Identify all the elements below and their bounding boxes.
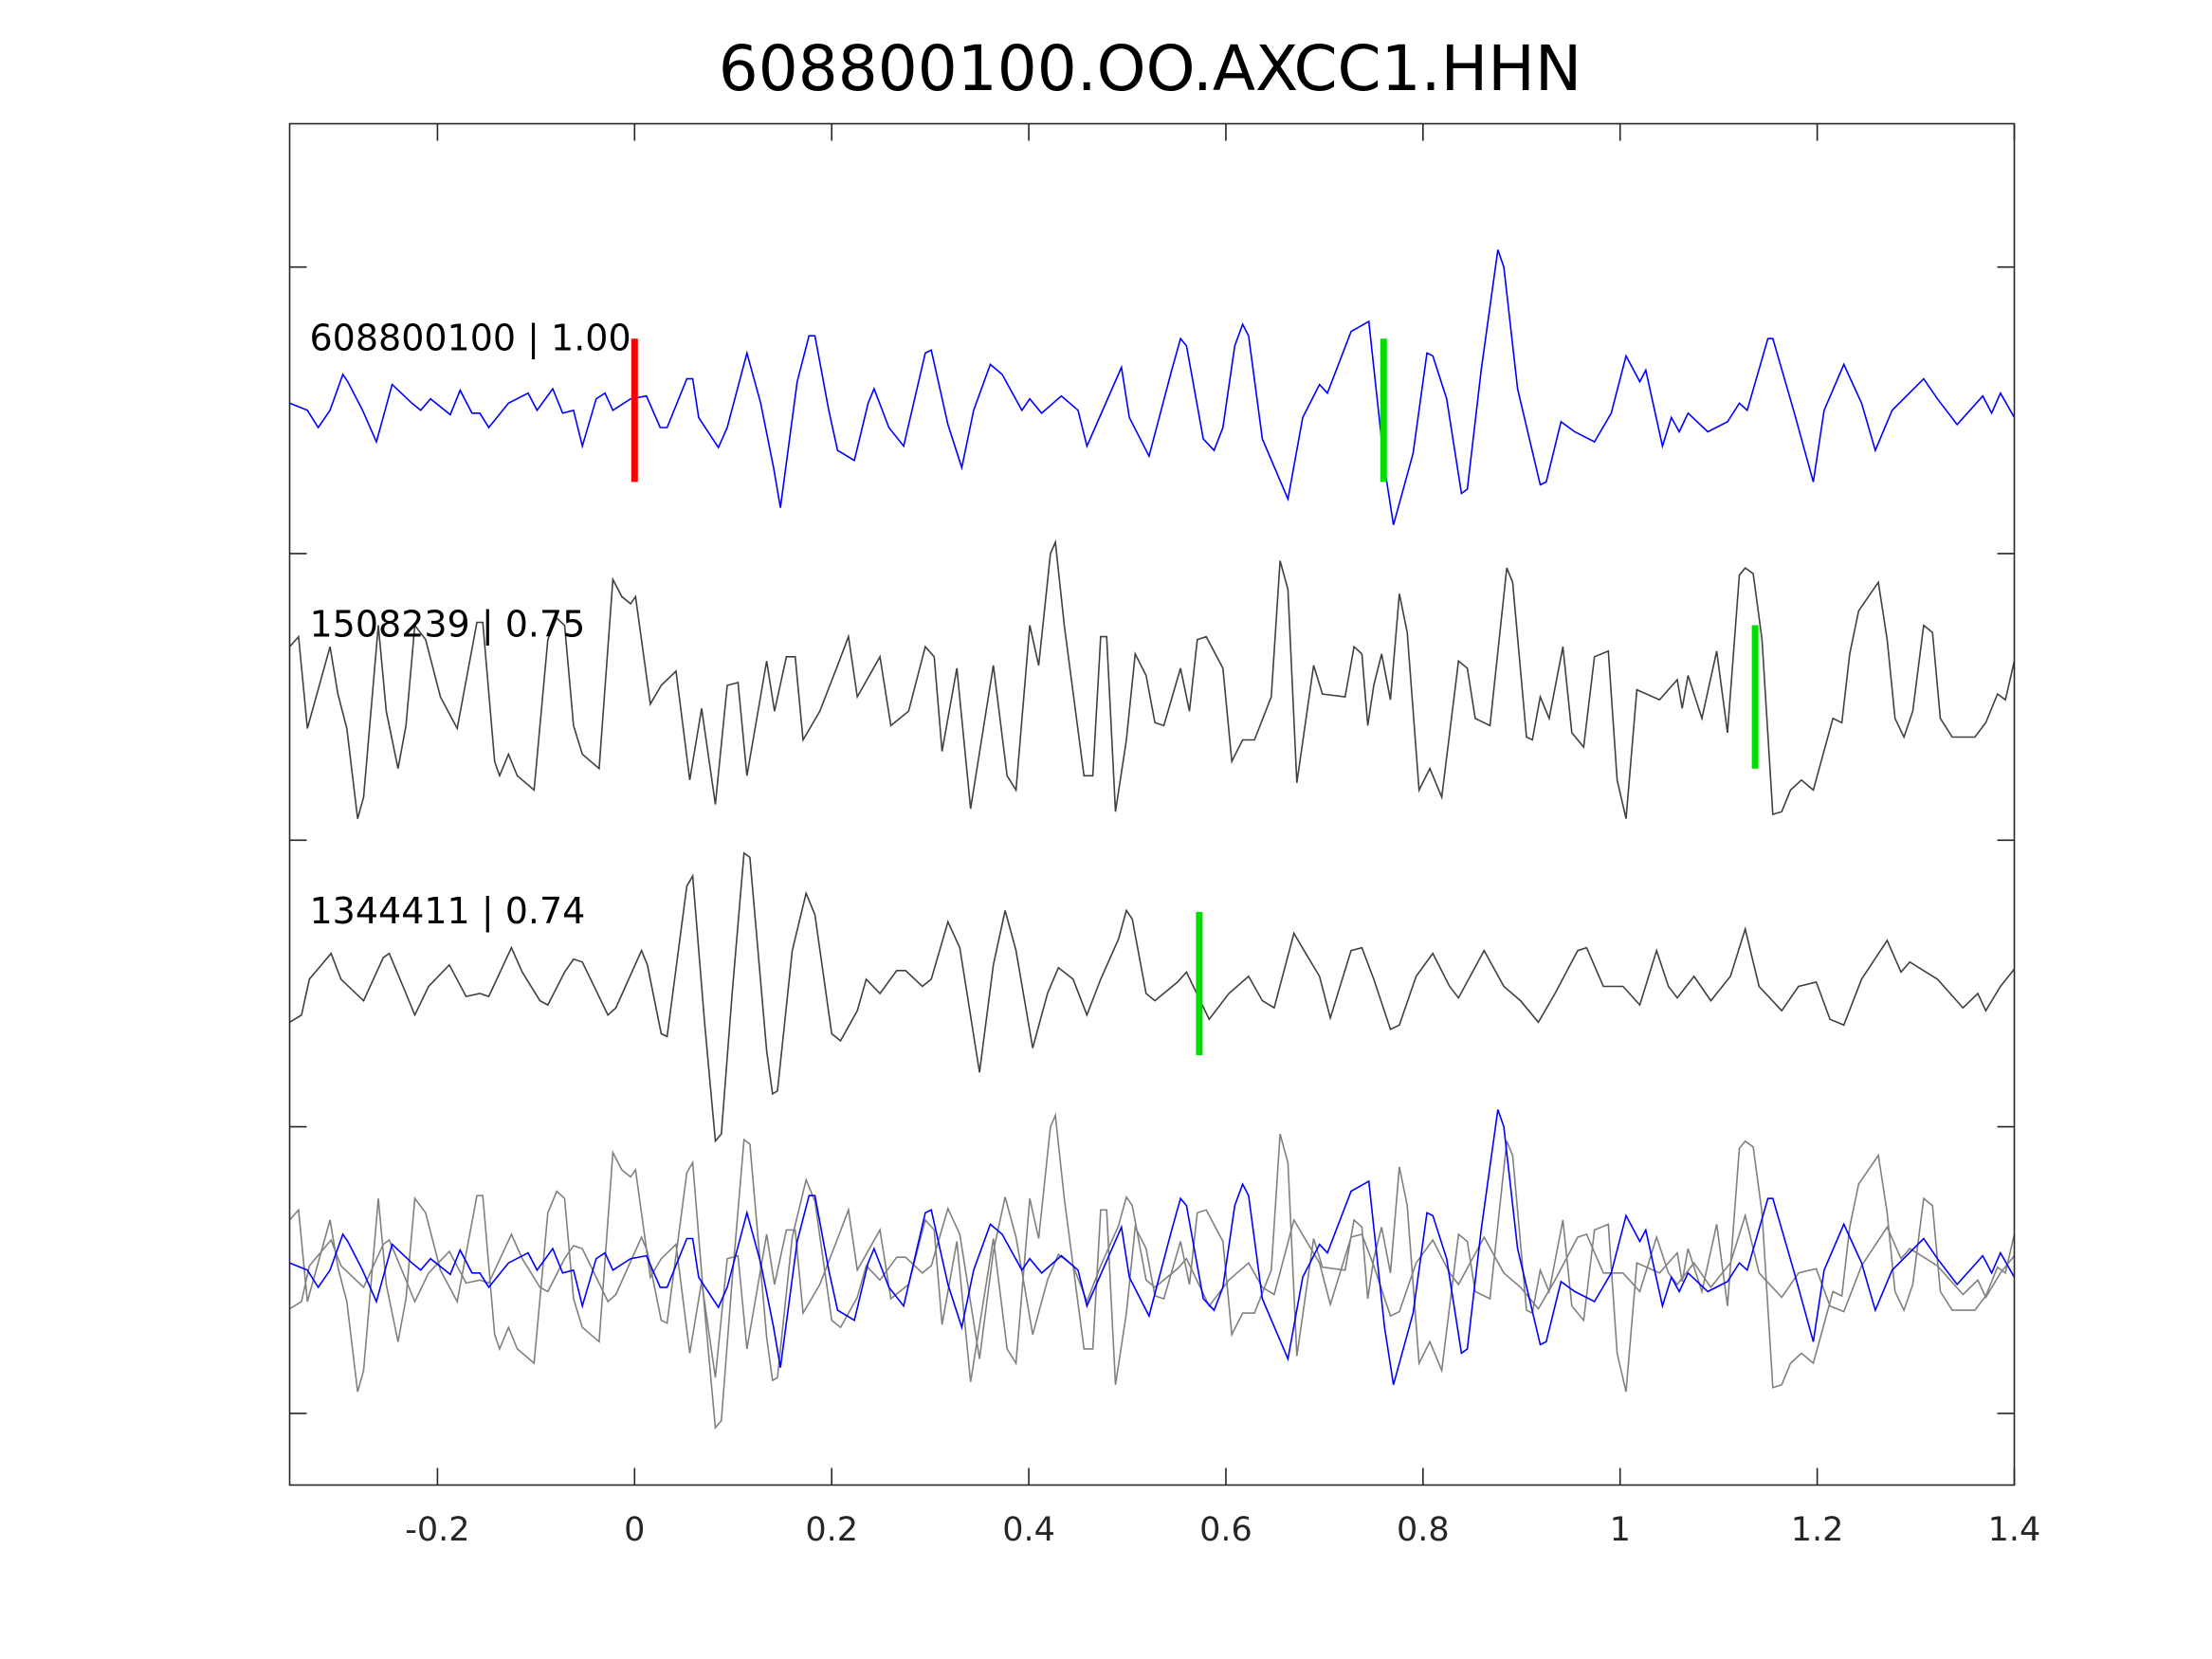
- trace-label-1: 1508239 | 0.75: [310, 604, 586, 647]
- x-tick-label: 0.6: [1199, 1511, 1252, 1549]
- picks-layer: [631, 338, 1759, 1056]
- x-tick-label: 0.2: [805, 1511, 858, 1549]
- x-tick-label: 0: [624, 1511, 645, 1549]
- trace-label-2: 1344411 | 0.74: [310, 890, 586, 933]
- trace-line-0: [289, 249, 2016, 525]
- trace-labels-layer: 608800100 | 1.00 1508239 | 0.75 1344411 | …: [310, 317, 631, 933]
- trace-line-2: [289, 851, 2016, 1143]
- x-tick-label: 1.2: [1791, 1511, 1844, 1549]
- overlay-trace-1: [288, 1112, 2016, 1393]
- chart-title: 608800100.OO.AXCC1.HHN: [719, 32, 1581, 105]
- trace-label-0: 608800100 | 1.00: [310, 317, 631, 359]
- x-tick-label: 0.8: [1397, 1511, 1450, 1549]
- x-tick-label: 1.4: [1988, 1511, 2041, 1549]
- traces-layer: [288, 249, 2016, 1430]
- trace-line-1: [288, 538, 2016, 819]
- overlay-trace-0: [289, 1109, 2016, 1385]
- x-tick-label: 0.4: [1002, 1511, 1055, 1549]
- x-tick-label: 1: [1610, 1511, 1631, 1549]
- axis-ticks-layer: -0.2 0 0.2 0.4 0.6 0.8 1 1.2 1.4: [289, 123, 2041, 1549]
- x-tick-label: -0.2: [405, 1511, 469, 1549]
- plot-frame: [288, 122, 2016, 1486]
